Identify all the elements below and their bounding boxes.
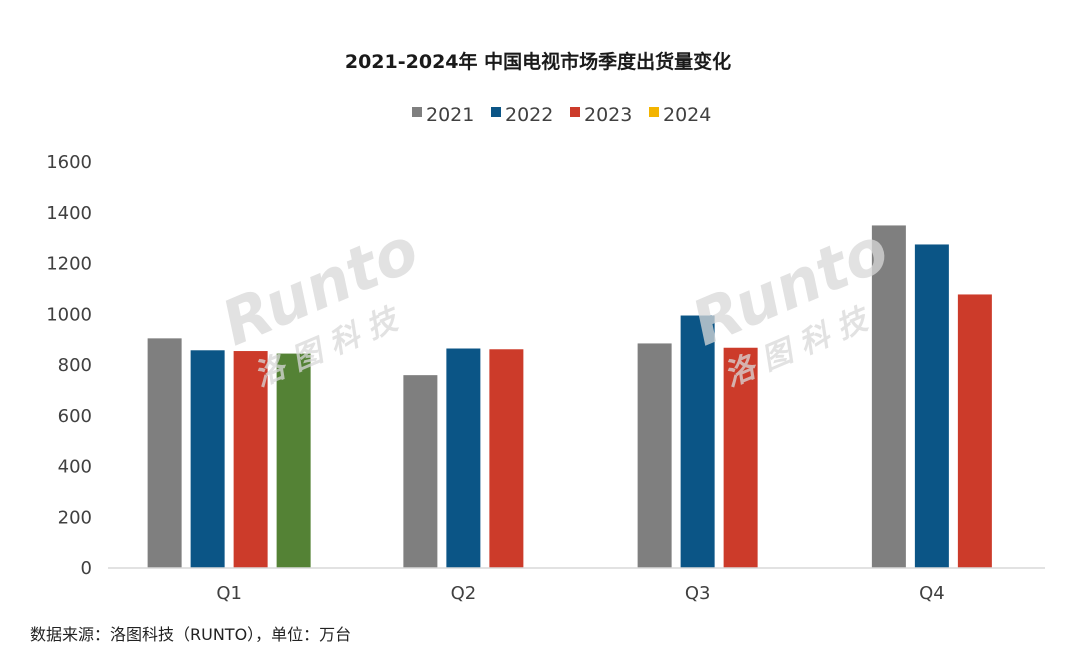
legend: 2021 2022 2023 2024 — [412, 104, 711, 126]
y-tick-label: 0 — [81, 558, 92, 579]
bar-2022-Q1 — [190, 350, 225, 568]
x-category-label: Q1 — [216, 583, 242, 604]
y-tick-label: 1400 — [46, 203, 92, 224]
bar-2023-Q4 — [957, 294, 992, 568]
bars — [147, 225, 992, 568]
y-tick-label: 400 — [58, 457, 92, 478]
bar-2022-Q4 — [914, 244, 949, 568]
bar-2023-Q3 — [723, 347, 758, 568]
source-note: 数据来源：洛图科技（RUNTO），单位：万台 — [30, 625, 351, 644]
y-tick-label: 1200 — [46, 254, 92, 275]
legend-label: 2021 — [426, 104, 474, 126]
legend-swatch — [491, 107, 501, 117]
y-tick-label: 200 — [58, 507, 92, 528]
bar-2024-Q1 — [276, 353, 311, 568]
y-tick-label: 1000 — [46, 304, 92, 325]
legend-label: 2024 — [663, 104, 711, 126]
bar-2021-Q2 — [403, 375, 438, 568]
bar-2023-Q1 — [233, 351, 268, 568]
x-category-label: Q2 — [451, 583, 477, 604]
y-tick-label: 1600 — [46, 152, 92, 173]
bar-2022-Q2 — [446, 348, 481, 568]
legend-label: 2022 — [505, 104, 553, 126]
legend-label: 2023 — [584, 104, 632, 126]
y-tick-label: 600 — [58, 406, 92, 427]
x-axis: Q1 Q2 Q3 Q4 — [108, 567, 1045, 604]
y-axis: 0 200 400 600 800 1000 1200 1400 1600 — [46, 152, 92, 579]
bar-2021-Q4 — [871, 225, 906, 568]
bar-2023-Q2 — [489, 349, 524, 568]
legend-swatch — [412, 107, 422, 117]
legend-swatch — [570, 107, 580, 117]
chart-title: 2021-2024年 中国电视市场季度出货量变化 — [345, 50, 731, 73]
watermarks: Runto 洛 图 科 技 Runto 洛 图 科 技 — [211, 213, 898, 394]
y-tick-label: 800 — [58, 355, 92, 376]
bar-2022-Q3 — [680, 315, 715, 568]
bar-2021-Q3 — [637, 343, 672, 568]
bar-2021-Q1 — [147, 338, 182, 568]
legend-swatch — [649, 107, 659, 117]
x-category-label: Q3 — [685, 583, 711, 604]
x-category-label: Q4 — [919, 583, 945, 604]
